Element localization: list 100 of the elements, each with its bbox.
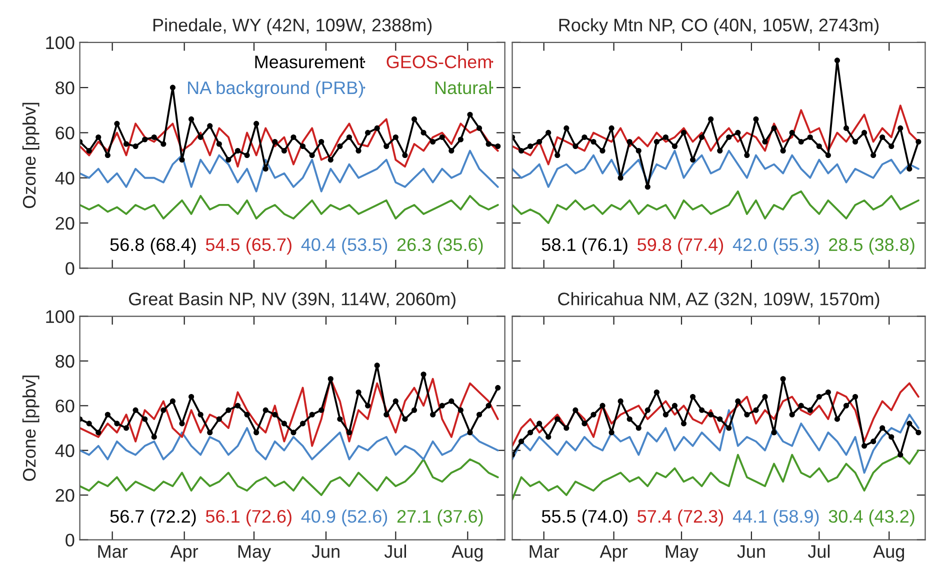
point	[708, 412, 714, 418]
point	[862, 443, 868, 449]
point	[888, 143, 894, 150]
x-tick-label: Mar	[530, 545, 560, 558]
point	[244, 412, 250, 418]
annotation: 40.9 (52.6)	[301, 510, 388, 526]
point	[328, 376, 334, 382]
point	[151, 434, 157, 440]
x-tick-label: Mar	[98, 545, 128, 558]
point	[281, 420, 287, 426]
point	[753, 116, 759, 122]
point	[430, 412, 436, 418]
annotation: 30.4 (43.2)	[828, 510, 914, 526]
point	[662, 134, 668, 140]
point	[420, 130, 426, 136]
y-tick-label: 20	[56, 489, 74, 502]
point	[234, 402, 241, 408]
line-series	[80, 458, 499, 496]
point	[717, 416, 723, 422]
point	[690, 157, 696, 163]
point	[546, 130, 552, 136]
point	[207, 123, 213, 129]
point	[86, 148, 92, 154]
point	[717, 148, 723, 154]
y-axis-title: Ozone [ppbv]	[22, 102, 40, 208]
point	[880, 425, 886, 431]
point	[328, 157, 334, 163]
point	[272, 138, 278, 145]
line-series	[80, 194, 499, 220]
annotation: 55.5 (74.0)	[542, 510, 628, 526]
point	[458, 136, 464, 142]
point	[600, 402, 606, 408]
point	[392, 398, 398, 404]
y-tick-label: 80	[56, 81, 74, 94]
point	[807, 134, 813, 140]
chart-title: Pinedale, WY (42N, 109W, 2388m)	[153, 18, 432, 36]
point	[843, 402, 850, 408]
point	[495, 385, 501, 391]
point	[411, 116, 418, 122]
point	[672, 402, 678, 408]
annotation: 56.7 (72.2)	[110, 510, 196, 526]
point	[318, 138, 324, 145]
chart-title: Rocky Mtn NP, CO (40N, 105W, 2743m)	[559, 18, 879, 36]
point	[234, 148, 241, 154]
point	[780, 376, 786, 382]
point	[300, 143, 306, 150]
point	[662, 412, 668, 418]
point	[132, 143, 138, 150]
point	[582, 134, 588, 140]
point	[290, 134, 296, 140]
point	[346, 430, 352, 436]
point	[726, 134, 732, 140]
point	[816, 143, 822, 150]
x-tick-label: Aug	[873, 545, 904, 562]
y-tick-label: 60	[56, 126, 74, 140]
legend-label: Measurement	[255, 56, 364, 68]
point	[546, 434, 552, 440]
point	[762, 394, 768, 400]
point	[104, 152, 110, 158]
point	[467, 430, 473, 436]
point	[458, 407, 464, 413]
point	[626, 416, 632, 422]
point	[572, 143, 578, 150]
point	[430, 138, 436, 145]
point	[825, 152, 831, 158]
point	[789, 412, 795, 418]
point	[916, 138, 922, 145]
y-tick-label: 100	[46, 310, 74, 324]
point	[852, 394, 858, 400]
point	[843, 125, 850, 131]
y-tick-label: 60	[56, 400, 74, 412]
point	[495, 143, 501, 150]
point	[880, 134, 886, 140]
point	[680, 420, 687, 426]
point	[132, 407, 138, 413]
point	[262, 407, 268, 413]
point	[807, 407, 813, 413]
point	[402, 416, 408, 422]
point	[439, 402, 445, 408]
point	[762, 138, 768, 145]
point	[906, 166, 912, 172]
point	[816, 394, 822, 400]
point	[179, 157, 185, 163]
point	[888, 434, 894, 440]
point	[916, 430, 922, 436]
y-axis-title: Ozone [ppbv]	[22, 376, 40, 481]
point	[825, 390, 831, 396]
point	[226, 157, 232, 163]
point	[834, 58, 840, 64]
point	[626, 138, 632, 145]
legend-label: Natural	[435, 80, 491, 94]
point	[780, 148, 786, 154]
point	[798, 402, 804, 408]
annotation: 44.1 (58.9)	[732, 510, 819, 526]
point	[862, 130, 868, 136]
point	[226, 407, 232, 413]
point	[590, 138, 596, 145]
point	[402, 152, 408, 158]
point	[439, 134, 445, 140]
chart-title: Chiricahua NM, AZ (32N, 109W, 1570m)	[558, 292, 880, 309]
